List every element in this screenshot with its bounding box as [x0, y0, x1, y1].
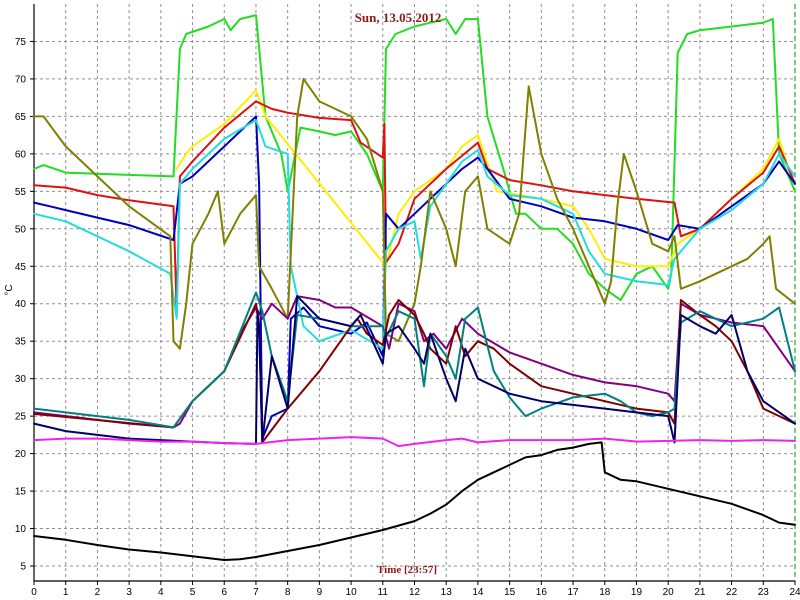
x-tick-label: 22: [726, 587, 738, 598]
x-tick-label: 17: [567, 587, 579, 598]
series-line-11: [33, 436, 796, 448]
x-tick-label: 4: [158, 587, 164, 598]
x-tick-label: 20: [663, 587, 675, 598]
x-tick-label: 23: [758, 587, 770, 598]
tick-labels: 0 1 2 3 4 5 6 7 8 9 10 11 12 13 14 15 16 17 18 19 20 21 22 23 24…: [15, 37, 800, 598]
x-tick-label: 14: [472, 587, 484, 598]
x-tick-label: 6: [221, 587, 227, 598]
y-tick-label: 40: [15, 299, 27, 310]
x-tick-label: 5: [190, 587, 196, 598]
y-tick-label: 10: [15, 524, 27, 535]
y-tick-label: 5: [20, 562, 26, 573]
x-tick-label: 7: [253, 587, 259, 598]
y-tick-label: 50: [15, 224, 27, 235]
x-tick-label: 11: [378, 587, 389, 598]
x-tick-label: 1: [63, 587, 69, 598]
y-axis-label: °C: [4, 284, 15, 295]
series-line-1: [33, 14, 796, 301]
series-lines: [33, 14, 796, 561]
y-tick-label: 15: [15, 487, 27, 498]
x-tick-label: 18: [599, 587, 611, 598]
x-tick-label: 3: [126, 587, 132, 598]
y-tick-label: 35: [15, 337, 27, 348]
y-tick-label: 45: [15, 262, 27, 273]
x-tick-label: 2: [95, 587, 101, 598]
series-line-12: [33, 441, 796, 561]
axes: [30, 4, 796, 585]
chart-title: Sun, 13.05.2012: [355, 10, 442, 25]
y-tick-label: 70: [15, 74, 27, 85]
y-tick-label: 30: [15, 374, 27, 385]
x-tick-label: 10: [346, 587, 358, 598]
series-line-5: [33, 119, 796, 350]
x-tick-label: 12: [409, 587, 421, 598]
x-tick-label: 16: [536, 587, 548, 598]
x-tick-label: 13: [441, 587, 453, 598]
x-tick-label: 19: [631, 587, 643, 598]
y-tick-label: 20: [15, 449, 27, 460]
x-tick-label: 15: [504, 587, 516, 598]
series-line-6: [33, 77, 796, 350]
x-tick-label: 8: [285, 587, 291, 598]
x-tick-label: 21: [694, 587, 706, 598]
x-axis-label: Time [23:57]: [377, 564, 437, 576]
y-tick-label: 75: [15, 37, 27, 48]
y-tick-label: 60: [15, 149, 27, 160]
y-tick-label: 25: [15, 412, 27, 423]
y-tick-label: 55: [15, 187, 27, 198]
y-tick-label: 65: [15, 112, 27, 123]
x-tick-label: 24: [789, 587, 800, 598]
x-tick-label: 9: [317, 587, 323, 598]
series-line-9: [33, 291, 796, 429]
x-tick-label: 0: [31, 587, 37, 598]
